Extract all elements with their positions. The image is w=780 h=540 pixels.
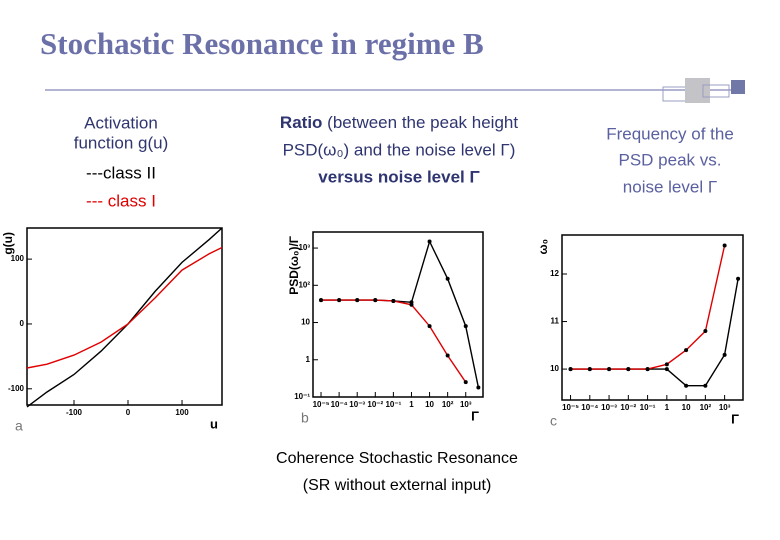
data-point (664, 362, 669, 367)
x-tick-label: 10⁻³ (349, 400, 365, 409)
panel-label: b (301, 410, 309, 426)
data-point (463, 380, 468, 385)
data-point (626, 367, 631, 372)
y-tick-label: -100 (8, 384, 25, 393)
y-tick-label: 10² (298, 280, 310, 289)
data-point (427, 324, 432, 329)
x-axis-label: u (210, 416, 218, 431)
plot-frame (312, 231, 484, 398)
series-line (321, 299, 467, 383)
caption-line: (SR without external input) (303, 477, 492, 494)
plot-frame (26, 227, 223, 406)
data-point (664, 367, 669, 372)
series-line (570, 245, 726, 370)
x-tick-label: 10² (442, 400, 454, 409)
data-point (337, 298, 342, 303)
data-point (684, 383, 689, 388)
text-line: function g(u) (74, 133, 169, 152)
text-line: Ratio (between the peak height (280, 113, 518, 132)
data-point (703, 329, 708, 334)
panel-label: c (550, 413, 557, 429)
y-tick-label: 100 (11, 254, 25, 263)
data-point (703, 383, 708, 388)
x-tick-label: 1 (409, 400, 414, 409)
data-point (463, 324, 468, 329)
text-line: versus noise level Γ (318, 167, 479, 186)
series-line (26, 227, 223, 408)
x-axis-label: Γ (471, 408, 479, 423)
y-tick-label: 1 (306, 355, 311, 364)
data-point (607, 367, 612, 372)
x-tick-label: 10 (425, 400, 434, 409)
data-point (587, 367, 592, 372)
data-point (445, 276, 450, 281)
data-point (427, 239, 432, 244)
x-tick-label: -100 (66, 408, 83, 417)
x-tick-label: 10⁻¹ (640, 403, 656, 412)
x-tick-label: 10² (700, 403, 712, 412)
x-tick-label: 10 (682, 403, 691, 412)
caption-line: Coherence Stochastic Resonance (276, 450, 518, 467)
x-tick-label: 10⁻² (620, 403, 636, 412)
text-line: Activation (84, 113, 158, 132)
y-tick-label: 12 (550, 269, 559, 278)
x-tick-label: 10³ (460, 400, 472, 409)
data-point (645, 367, 650, 372)
y-axis-label: PSD(ω₀)/Γ (287, 235, 301, 295)
data-point (736, 276, 741, 281)
legend-class-ii: ---class II (86, 163, 156, 182)
data-point (355, 298, 360, 303)
column-c: Frequency of the PSD peak vs. noise leve… (606, 124, 734, 196)
x-tick-label: 10³ (719, 403, 731, 412)
x-tick-label: 10⁻¹ (385, 400, 401, 409)
x-tick-label: 100 (175, 408, 189, 417)
deco-box (702, 84, 730, 98)
text: (between the peak height (327, 113, 518, 132)
plot-frame (561, 234, 744, 401)
data-point (445, 353, 450, 358)
x-tick-label: 1 (665, 403, 670, 412)
panel-label: a (15, 418, 23, 434)
x-tick-label: 0 (126, 408, 131, 417)
column-b: Ratio (between the peak height PSD(ω₀) a… (280, 113, 518, 186)
data-point (373, 298, 378, 303)
text-line: Frequency of the (606, 124, 734, 143)
data-point (409, 302, 414, 307)
y-tick-label: 10 (550, 364, 559, 373)
legend-class-i: --- class I (86, 191, 156, 210)
x-tick-label: 10⁻⁵ (562, 403, 579, 412)
data-point (722, 352, 727, 357)
bold-text: Ratio (280, 113, 323, 132)
deco-box (685, 78, 710, 103)
deco-box (731, 80, 745, 94)
x-tick-label: 10⁻⁵ (313, 400, 330, 409)
data-point (319, 298, 324, 303)
y-tick-label: 10⁻¹ (294, 392, 310, 401)
x-tick-label: 10⁻⁴ (581, 403, 598, 412)
x-axis-label: Γ (731, 411, 739, 426)
text-line: PSD(ω₀) and the noise level Γ) (283, 140, 516, 159)
y-tick-label: 11 (551, 317, 560, 326)
text-line: noise level Γ (623, 177, 717, 196)
y-tick-label: 10 (301, 318, 310, 327)
y-tick-label: 10³ (298, 243, 310, 252)
data-point (568, 367, 573, 372)
slide-title: Stochastic Resonance in regime B (40, 26, 484, 61)
x-tick-label: 10⁻⁴ (331, 400, 348, 409)
data-point (476, 385, 481, 390)
text-line: PSD peak vs. (619, 150, 722, 169)
y-tick-label: 0 (20, 319, 25, 328)
series-line (26, 246, 223, 369)
y-axis-label: ω₀ (536, 239, 550, 255)
caption: Coherence Stochastic Resonance (SR witho… (276, 450, 518, 494)
data-point (684, 348, 689, 353)
y-axis-label: g(u) (1, 232, 15, 255)
x-tick-label: 10⁻³ (601, 403, 617, 412)
data-point (391, 298, 396, 303)
data-point (722, 243, 727, 248)
x-tick-label: 10⁻² (367, 400, 383, 409)
column-a: Activation function g(u) ---class II ---… (74, 113, 169, 210)
